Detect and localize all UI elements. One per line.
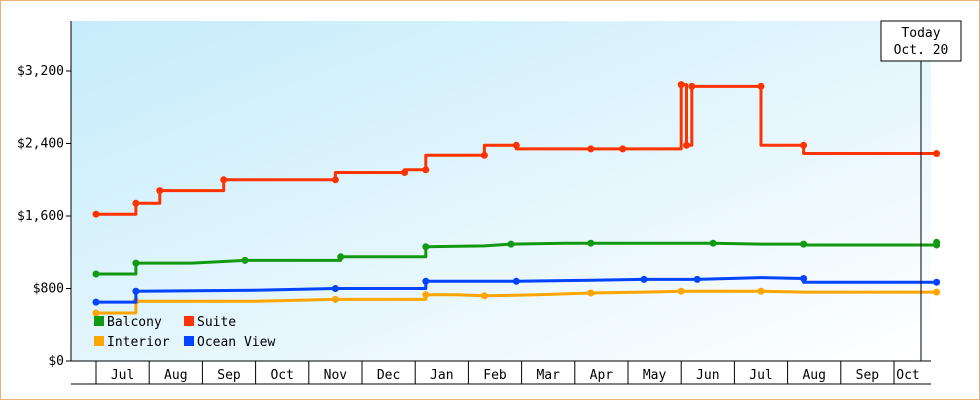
legend-label: Ocean View bbox=[197, 335, 275, 350]
x-tick-label: Jul bbox=[111, 368, 134, 383]
data-point bbox=[677, 81, 685, 89]
today-box bbox=[880, 20, 962, 62]
legend: Balcony Suite Interior Ocean View bbox=[94, 315, 275, 350]
data-point bbox=[331, 295, 339, 303]
today-date: Oct. 20 bbox=[894, 43, 949, 58]
data-point bbox=[757, 287, 765, 295]
x-tick-label: May bbox=[643, 368, 667, 383]
data-point bbox=[677, 287, 685, 295]
data-point bbox=[587, 145, 595, 153]
y-tick-label: $0 bbox=[48, 354, 64, 369]
data-point bbox=[587, 239, 595, 247]
x-tick-label: Jun bbox=[696, 368, 719, 383]
data-point bbox=[422, 243, 430, 251]
legend-swatch bbox=[94, 316, 104, 326]
x-tick-label: Aug bbox=[164, 368, 187, 383]
today-marker: Today Oct. 20 bbox=[880, 20, 962, 361]
x-tick-label: Aug bbox=[802, 368, 825, 383]
data-point bbox=[800, 141, 808, 149]
data-point bbox=[92, 309, 100, 317]
today-label: Today bbox=[901, 26, 940, 41]
data-point bbox=[688, 82, 696, 90]
x-tick-label: Oct bbox=[270, 368, 293, 383]
data-point bbox=[933, 288, 941, 296]
data-point bbox=[422, 277, 430, 285]
y-tick-label: $3,200 bbox=[17, 64, 64, 79]
data-point bbox=[92, 270, 100, 278]
legend-swatch bbox=[184, 316, 194, 326]
data-point bbox=[156, 187, 164, 195]
data-point bbox=[132, 199, 140, 207]
data-point bbox=[619, 145, 627, 153]
x-tick-label: Sep bbox=[856, 368, 880, 383]
data-point bbox=[337, 253, 345, 261]
y-tick-label: $1,600 bbox=[17, 209, 64, 224]
data-point bbox=[757, 82, 765, 90]
data-point bbox=[933, 238, 941, 246]
data-point bbox=[401, 169, 409, 176]
x-tick-label: Dec bbox=[377, 368, 400, 383]
data-point bbox=[587, 289, 595, 297]
data-point bbox=[933, 150, 941, 157]
x-tick-label: Apr bbox=[590, 368, 614, 383]
data-point bbox=[800, 240, 808, 248]
x-tick-label: Jul bbox=[749, 368, 772, 383]
data-point bbox=[640, 275, 648, 283]
data-point bbox=[331, 176, 339, 184]
data-point bbox=[512, 277, 520, 285]
data-point bbox=[512, 141, 520, 149]
data-point bbox=[422, 166, 430, 174]
x-tick-label: Feb bbox=[483, 368, 507, 383]
data-point bbox=[480, 292, 488, 300]
series-line-balcony bbox=[96, 241, 939, 276]
data-point bbox=[422, 291, 430, 299]
legend-label: Interior bbox=[107, 335, 170, 350]
data-point bbox=[709, 239, 717, 247]
data-point bbox=[132, 259, 140, 267]
data-point bbox=[683, 141, 690, 149]
data-point bbox=[92, 298, 100, 306]
series-line-suite bbox=[96, 83, 937, 216]
x-tick-label: Mar bbox=[536, 368, 560, 383]
data-point bbox=[92, 210, 100, 218]
x-tick-label: Nov bbox=[324, 368, 348, 383]
x-tick-label: Oct bbox=[896, 368, 919, 383]
legend-swatch bbox=[94, 336, 104, 346]
data-point bbox=[693, 275, 701, 283]
legend-label: Balcony bbox=[107, 315, 162, 330]
data-point bbox=[480, 151, 488, 159]
data-point bbox=[241, 256, 249, 264]
data-point bbox=[933, 278, 941, 286]
data-point bbox=[331, 285, 339, 292]
data-point bbox=[507, 240, 515, 248]
y-tick-label: $2,400 bbox=[17, 137, 64, 152]
y-tick-label: $800 bbox=[33, 282, 64, 297]
data-point bbox=[800, 275, 808, 282]
data-point bbox=[220, 176, 228, 184]
data-point bbox=[132, 287, 140, 295]
legend-swatch bbox=[184, 336, 194, 346]
x-tick-label: Jan bbox=[430, 368, 453, 383]
x-tick-label: Sep bbox=[217, 368, 241, 383]
legend-label: Suite bbox=[197, 315, 236, 330]
